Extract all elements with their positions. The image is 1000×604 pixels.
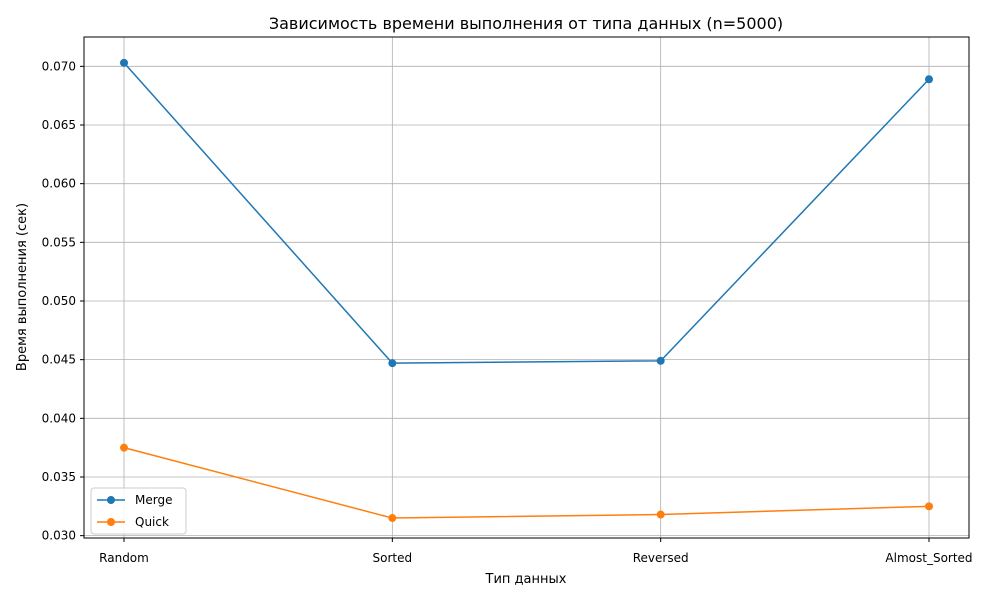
plot-frame — [83, 36, 970, 539]
x-tick-label: Random — [99, 551, 149, 565]
legend: Merge Quick — [90, 487, 187, 535]
y-tick-label: 0.045 — [42, 353, 76, 367]
legend-label-merge: Merge — [135, 493, 172, 507]
series-line-merge — [123, 62, 930, 364]
data-point-quick — [120, 443, 128, 452]
data-point-quick — [925, 502, 933, 511]
x-tick-label: Reversed — [633, 551, 689, 565]
data-point-merge — [656, 356, 665, 365]
data-point-merge — [120, 58, 128, 67]
y-tick-label: 0.040 — [42, 411, 76, 425]
y-tick-label: 0.065 — [42, 118, 76, 132]
series-layer — [120, 58, 933, 523]
legend-item-quick: Quick — [97, 515, 169, 529]
data-point-quick — [656, 510, 665, 519]
series-merge — [120, 58, 933, 368]
y-tick-label: 0.035 — [42, 470, 76, 484]
data-point-merge — [388, 359, 397, 368]
chart-title: Зависимость времени выполнения от типа д… — [269, 14, 783, 33]
x-axis-title: Тип данных — [485, 572, 567, 587]
grid-lines — [84, 37, 969, 538]
data-point-quick — [388, 514, 397, 523]
legend-marker-merge — [107, 496, 115, 504]
x-tick-label: Almost_Sorted — [885, 551, 972, 565]
x-tick-label: Sorted — [373, 551, 413, 565]
data-point-merge — [925, 75, 933, 84]
series-quick — [120, 443, 933, 523]
y-axis-title: Время выполнения (сек) — [15, 203, 30, 371]
legend-item-merge: Merge — [97, 493, 172, 507]
y-axis-ticks: 0.030 0.035 0.040 0.045 0.050 0.055 0.060 0.065… — [42, 59, 84, 543]
y-tick-label: 0.050 — [42, 294, 76, 308]
series-line-quick — [123, 446, 930, 519]
y-tick-label: 0.060 — [42, 177, 76, 191]
legend-marker-quick — [107, 518, 115, 526]
legend-label-quick: Quick — [135, 515, 169, 529]
y-tick-label: 0.030 — [42, 529, 76, 543]
y-tick-label: 0.070 — [42, 59, 76, 73]
y-tick-label: 0.055 — [42, 235, 76, 249]
x-axis-ticks: Random Sorted Reversed Almost_Sorted — [99, 538, 973, 565]
